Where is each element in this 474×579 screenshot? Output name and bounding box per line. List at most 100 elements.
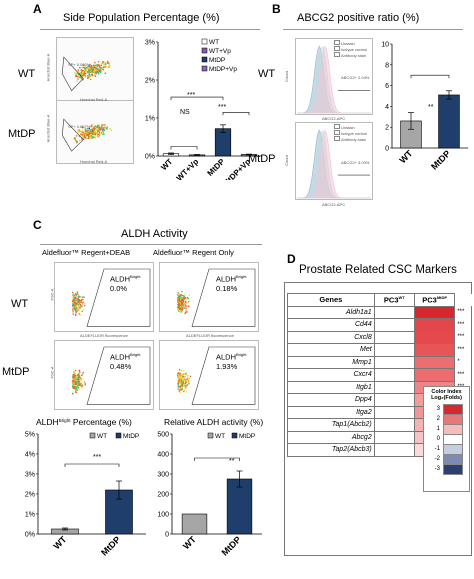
facs-dot bbox=[93, 136, 95, 139]
facs-dot bbox=[177, 373, 180, 375]
facs-dot bbox=[74, 386, 76, 388]
facs-dot bbox=[98, 132, 100, 135]
panel-b-hist-legend-wt: Unstain Isotype control Antibody stain bbox=[334, 40, 367, 58]
facs-dot bbox=[78, 375, 80, 377]
facs-dot bbox=[72, 385, 74, 387]
y-tick-label: 4% bbox=[25, 452, 35, 459]
facs-dot bbox=[72, 291, 74, 294]
facs-dot bbox=[92, 69, 94, 71]
facs-dot bbox=[98, 134, 101, 136]
facs-dot bbox=[79, 376, 81, 378]
facs-dot bbox=[182, 385, 184, 388]
facs-dot bbox=[95, 72, 97, 74]
facs-dot bbox=[81, 384, 84, 386]
facs-dot bbox=[180, 380, 182, 382]
facs-dot bbox=[80, 383, 83, 385]
facs-dot bbox=[78, 302, 80, 304]
facs-dot bbox=[84, 74, 86, 76]
facs-dot bbox=[77, 70, 80, 73]
facs-dot bbox=[82, 133, 84, 135]
legend-swatch bbox=[207, 432, 214, 439]
chart-title: Relative ALDH activity (%) bbox=[164, 417, 263, 427]
facs-dot bbox=[74, 309, 76, 311]
facs-dot bbox=[90, 78, 92, 81]
facs-dot bbox=[77, 383, 79, 385]
heat-cell-mtdp bbox=[413, 305, 456, 319]
facs-dot bbox=[90, 75, 92, 77]
panel-a-row-mtdp: MtDP bbox=[8, 128, 36, 140]
facs-dot bbox=[97, 124, 99, 127]
aldh-bright-gate bbox=[191, 268, 256, 327]
facs-dot bbox=[95, 64, 97, 66]
facs-dot bbox=[73, 385, 75, 387]
facs-dot bbox=[177, 309, 179, 311]
facs-dot bbox=[74, 302, 76, 305]
facs-dot bbox=[181, 308, 183, 310]
facs-dot bbox=[179, 381, 181, 383]
abcg2-bar-chart: 0 2 4 6 8 10 WT MtDP bbox=[381, 42, 468, 172]
facs-dot bbox=[101, 127, 103, 129]
facs-dot bbox=[72, 380, 74, 383]
facs-dot bbox=[78, 305, 81, 307]
facs-dot bbox=[95, 68, 97, 70]
facs-dot bbox=[179, 389, 181, 391]
facs-dot bbox=[72, 387, 74, 389]
plot-frame bbox=[54, 262, 154, 332]
facs-dot bbox=[80, 385, 82, 387]
legend-swatch bbox=[231, 432, 238, 439]
facs-dot bbox=[178, 293, 180, 295]
legend-title: Color Index bbox=[431, 389, 462, 395]
facs-dot bbox=[84, 383, 86, 385]
facs-dot bbox=[180, 389, 182, 391]
facs-dot bbox=[91, 130, 94, 132]
facs-dot bbox=[184, 379, 186, 381]
facs-dot bbox=[84, 71, 86, 73]
facs-dot bbox=[104, 66, 106, 68]
facs-dot bbox=[84, 68, 86, 71]
heat-cell-wt bbox=[373, 443, 415, 457]
facs-dot bbox=[180, 302, 182, 304]
facs-dot bbox=[103, 127, 106, 129]
facs-dot bbox=[79, 73, 82, 75]
facs-dot bbox=[93, 67, 95, 69]
facs-dot bbox=[182, 379, 184, 381]
legend-label: WT bbox=[209, 39, 219, 46]
facs-dot bbox=[84, 128, 87, 130]
facs-dot bbox=[74, 302, 76, 304]
facs-dot bbox=[76, 142, 78, 144]
gene-name: Tap2(Abcb3) bbox=[287, 443, 375, 457]
facs-dot bbox=[76, 291, 79, 293]
facs-dot bbox=[84, 66, 86, 68]
plot-frame bbox=[159, 340, 259, 410]
facs-dot bbox=[83, 296, 85, 298]
facs-dot bbox=[181, 299, 183, 301]
facs-dot bbox=[188, 380, 190, 382]
significance-mark: *** bbox=[457, 346, 465, 353]
facs-dot bbox=[95, 132, 97, 134]
facs-dot bbox=[183, 295, 185, 297]
facs-dot bbox=[93, 133, 95, 136]
facs-dot bbox=[72, 300, 74, 302]
facs-dot bbox=[181, 301, 183, 304]
facs-dot bbox=[75, 140, 77, 142]
facs-dot bbox=[97, 131, 99, 133]
facs-dot bbox=[80, 69, 82, 72]
facs-dot bbox=[181, 377, 183, 379]
facs-dot bbox=[186, 297, 189, 299]
facs-dot bbox=[180, 388, 182, 390]
facs-dot bbox=[97, 134, 99, 136]
facs-dot bbox=[184, 307, 186, 309]
facs-dot bbox=[98, 124, 101, 126]
facs-dot bbox=[94, 128, 96, 131]
facs-dot bbox=[101, 129, 103, 131]
facs-dot bbox=[106, 60, 109, 63]
histogram-curve-2 bbox=[297, 129, 371, 199]
panel-c-sig-right: ** bbox=[229, 458, 235, 465]
facs-dot bbox=[100, 64, 103, 66]
facs-dot bbox=[72, 377, 75, 379]
facs-dot bbox=[96, 70, 98, 72]
facs-dot bbox=[77, 373, 79, 376]
facs-dot bbox=[80, 386, 83, 388]
facs-dot bbox=[180, 378, 182, 380]
facs-dot bbox=[81, 74, 84, 77]
